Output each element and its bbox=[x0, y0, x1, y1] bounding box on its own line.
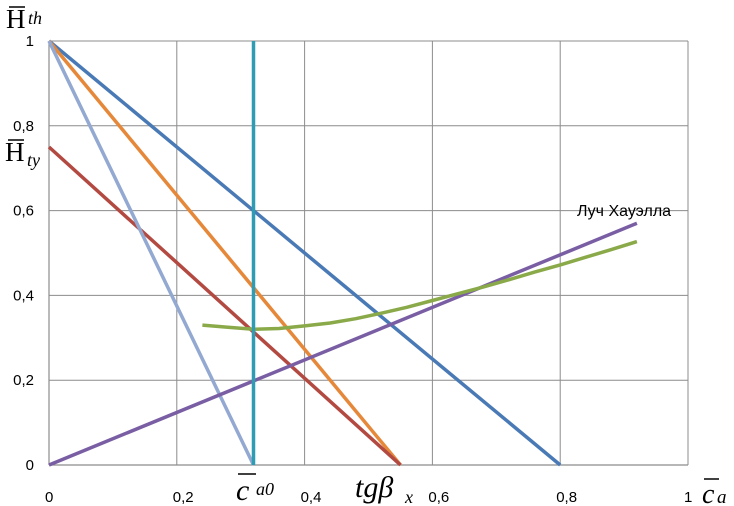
series-line-purple bbox=[48, 221, 638, 467]
x-label-c-a0-sub: a0 bbox=[256, 479, 274, 499]
axes bbox=[48, 41, 688, 466]
y-label-h-th: H th bbox=[6, 4, 42, 34]
x-axis-label-c-a-sub: a bbox=[717, 487, 727, 506]
y-tick-label: 0,2 bbox=[13, 372, 34, 389]
x-tick-label: 0 bbox=[45, 489, 53, 506]
x-tick-label: 0,8 bbox=[556, 489, 577, 506]
x-tick-label: 0,4 bbox=[301, 489, 322, 506]
x-axis-label-c-a-main: c bbox=[702, 479, 715, 506]
x-label-c-a0: c a0 bbox=[236, 473, 274, 506]
x-tick-label: 1 bbox=[684, 489, 692, 506]
y-label-h-ty-main: H bbox=[5, 137, 25, 167]
grid-lines bbox=[49, 40, 689, 465]
y-tick-label: 1 bbox=[26, 33, 34, 50]
y-tick-label: 0,4 bbox=[13, 287, 34, 304]
x-tick-label: 0,6 bbox=[428, 489, 449, 506]
x-tick-label: 0,2 bbox=[173, 489, 194, 506]
series-line-red bbox=[47, 145, 402, 467]
x-label-tg-beta-x: tgβ x bbox=[355, 471, 413, 506]
x-label-tg-beta-x-sub: x bbox=[404, 487, 413, 506]
ray-label: Луч Хауэлла bbox=[577, 203, 671, 220]
series-line-orange bbox=[47, 39, 402, 467]
y-label-h-ty-sub: ty bbox=[27, 150, 40, 170]
tick-labels: 0 0,2 0,4 0,6 0,8 1 0 0,2 0,4 0,6 0,8 1 bbox=[13, 33, 692, 506]
y-label-h-th-main: H bbox=[6, 4, 26, 34]
y-label-h-th-sub: th bbox=[28, 8, 42, 28]
x-axis-label-c-a: c a bbox=[702, 478, 727, 506]
y-tick-label: 0,6 bbox=[13, 203, 34, 220]
series-lines bbox=[47, 39, 638, 467]
y-tick-label: 0,8 bbox=[13, 118, 34, 135]
series-line-blue bbox=[47, 39, 562, 467]
x-label-c-a0-main: c bbox=[236, 474, 249, 506]
y-label-h-ty: H ty bbox=[5, 137, 40, 170]
x-label-tg-beta-x-main: tgβ bbox=[355, 471, 393, 504]
y-tick-label: 0 bbox=[26, 457, 34, 474]
series-line-green bbox=[202, 239, 638, 332]
